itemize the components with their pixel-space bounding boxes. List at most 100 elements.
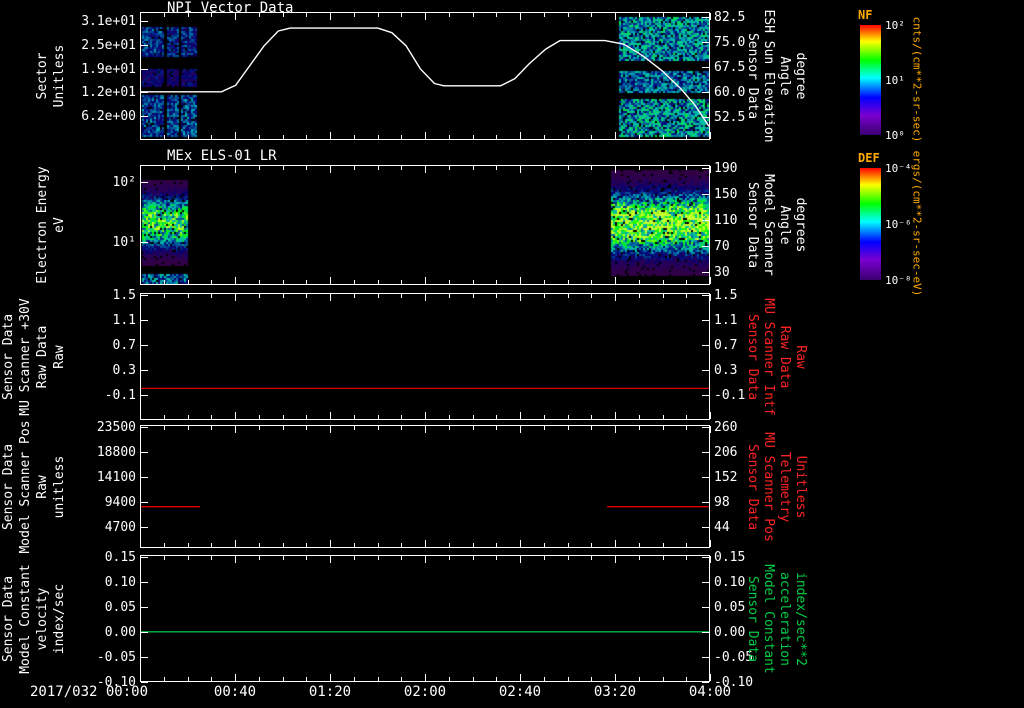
x-tick-mark: [639, 677, 640, 681]
x-tick-mark: [378, 426, 379, 430]
x-tick-mark: [164, 13, 165, 17]
x-tick-mark: [235, 540, 236, 547]
x-tick-mark: [235, 412, 236, 419]
colorbar-def-unit-label: ergs/(cm**2-sr-sec-eV): [911, 94, 924, 354]
x-tick-mark: [378, 135, 379, 139]
panel-1-line-svg: [141, 13, 709, 139]
x-tick-mark: [425, 412, 426, 419]
x-tick-mark: [473, 13, 474, 17]
left-y-tick-mark: [141, 657, 148, 658]
x-tick-mark: [710, 412, 711, 419]
colorbar-def-title: DEF: [858, 151, 880, 165]
x-tick-mark: [615, 294, 616, 301]
x-tick-mark: [425, 674, 426, 681]
panel-2-spectrogram-canvas: [141, 166, 709, 284]
x-tick-mark: [354, 415, 355, 419]
x-tick-mark: [259, 415, 260, 419]
x-tick-mark: [473, 135, 474, 139]
x-tick-mark: [568, 13, 569, 17]
x-tick-mark: [710, 294, 711, 301]
x-tick-mark: [496, 556, 497, 560]
x-tick-mark: [663, 415, 664, 419]
x-tick-mark: [330, 412, 331, 419]
x-tick-mark: [520, 674, 521, 681]
x-tick-mark: [449, 294, 450, 298]
x-tick-mark: [496, 166, 497, 170]
x-tick-mark: [639, 543, 640, 547]
x-tick-mark: [591, 166, 592, 170]
x-tick-mark: [188, 294, 189, 298]
x-tick-mark: [615, 556, 616, 563]
x-tick-mark: [686, 135, 687, 139]
x-tick-mark: [520, 13, 521, 20]
x-tick-mark: [164, 543, 165, 547]
x-tick-mark: [686, 426, 687, 430]
x-tick-mark: [568, 166, 569, 170]
x-tick-mark: [615, 674, 616, 681]
x-tick-mark: [164, 426, 165, 430]
x-tick-mark: [449, 166, 450, 170]
x-tick-mark: [639, 556, 640, 560]
x-axis-start-label: 2017/032 00:00: [30, 684, 148, 700]
x-tick-mark: [354, 556, 355, 560]
right-y-tick-mark: [702, 320, 709, 321]
x-tick-mark: [496, 13, 497, 17]
x-tick-mark: [283, 13, 284, 17]
x-tick-mark: [283, 280, 284, 284]
left-y-tick-mark: [141, 527, 148, 528]
x-tick-mark: [425, 13, 426, 20]
x-tick-label: 02:40: [494, 684, 546, 700]
x-tick-mark: [188, 415, 189, 419]
right-y-tick-mark: [702, 168, 709, 169]
x-tick-mark: [425, 294, 426, 301]
left-y-tick-mark: [141, 21, 148, 22]
right-y-tick-mark: [702, 345, 709, 346]
x-tick-mark: [306, 426, 307, 430]
left-axis-label-line: index/sec: [52, 509, 68, 708]
right-y-tick-mark: [702, 67, 709, 68]
x-tick-mark: [401, 13, 402, 17]
x-tick-mark: [639, 415, 640, 419]
x-tick-mark: [354, 677, 355, 681]
right-y-tick-mark: [702, 42, 709, 43]
colorbar-nf-tick-label: 10¹: [885, 74, 905, 87]
x-tick-mark: [544, 415, 545, 419]
x-tick-mark: [378, 556, 379, 560]
panel-5-plot-area: [140, 555, 710, 682]
left-y-tick-mark: [141, 116, 148, 117]
left-y-tick-mark: [141, 502, 148, 503]
x-tick-mark: [591, 13, 592, 17]
x-tick-mark: [401, 294, 402, 298]
x-tick-mark: [306, 677, 307, 681]
left-y-tick-mark: [141, 295, 148, 296]
left-axis-label-line: velocity: [35, 509, 51, 708]
x-tick-mark: [378, 13, 379, 17]
x-tick-mark: [639, 294, 640, 298]
x-tick-mark: [401, 677, 402, 681]
x-tick-mark: [544, 556, 545, 560]
x-tick-mark: [235, 277, 236, 284]
x-tick-mark: [496, 135, 497, 139]
x-tick-mark: [449, 556, 450, 560]
x-tick-mark: [710, 277, 711, 284]
left-y-tick-mark: [141, 45, 148, 46]
x-tick-mark: [259, 426, 260, 430]
x-tick-mark: [663, 13, 664, 17]
x-tick-mark: [306, 415, 307, 419]
x-tick-mark: [568, 415, 569, 419]
x-tick-mark: [378, 677, 379, 681]
right-y-tick-mark: [702, 682, 709, 683]
x-tick-mark: [473, 280, 474, 284]
x-tick-mark: [235, 13, 236, 20]
left-y-tick-mark: [141, 182, 148, 183]
x-tick-mark: [615, 540, 616, 547]
x-tick-mark: [354, 294, 355, 298]
x-tick-mark: [591, 294, 592, 298]
x-tick-mark: [591, 280, 592, 284]
x-tick-mark: [615, 132, 616, 139]
x-tick-mark: [686, 543, 687, 547]
x-tick-mark: [710, 540, 711, 547]
x-tick-mark: [568, 135, 569, 139]
panel-2-plot-area: [140, 165, 710, 285]
x-tick-mark: [378, 415, 379, 419]
